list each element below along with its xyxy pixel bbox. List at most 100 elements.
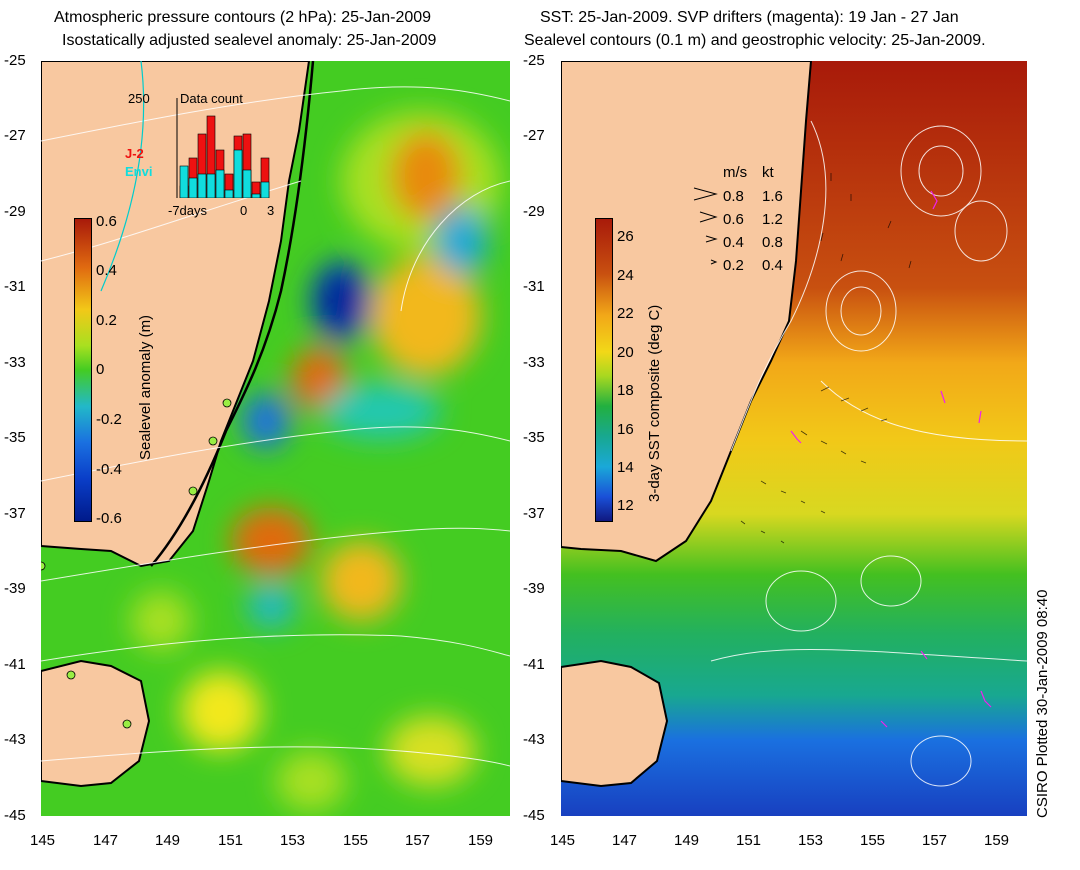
left-lon-label-0: 145	[30, 832, 56, 849]
sst-colorbar-title: 3-day SST composite (deg C)	[646, 304, 663, 502]
inset-bar-j2	[197, 133, 207, 198]
sla-tick-2: 0.2	[96, 312, 117, 329]
sealevel-colorbar	[74, 218, 92, 522]
inset-bar-envi	[188, 177, 198, 198]
velocity-key-header-ms: m/s	[723, 164, 748, 181]
left-lat-label-0: -25	[4, 52, 26, 69]
inset-ymax-label: 250	[128, 91, 150, 106]
inset-bar-j2	[206, 115, 216, 198]
left-lon-label-2: 149	[155, 832, 181, 849]
left-lat-label-6: -37	[4, 505, 26, 522]
velocity-key-kt-3: 0.4	[762, 257, 783, 274]
right-lon-label-4: 153	[798, 832, 824, 849]
right-lon-label-0: 145	[550, 832, 576, 849]
sla-tick-1: 0.4	[96, 262, 117, 279]
inset-bar-envi	[224, 189, 234, 198]
inset-bar-envi	[242, 169, 252, 198]
right-lon-label-1: 147	[612, 832, 638, 849]
inset-bar-envi	[179, 165, 189, 198]
right-lat-label-1: -27	[523, 127, 545, 144]
right-lon-label-7: 159	[984, 832, 1010, 849]
inset-legend-j2: J-2	[125, 146, 144, 161]
sst-tick-6: 14	[617, 459, 634, 476]
right-lon-label-5: 155	[860, 832, 886, 849]
sst-map	[561, 61, 1027, 816]
inset-bar-envi	[251, 193, 261, 198]
velocity-key-ms-0: 0.8	[723, 188, 744, 205]
right-title-line1: SST: 25-Jan-2009. SVP drifters (magenta)…	[540, 9, 959, 26]
inset-xlabel-end: 3	[267, 203, 275, 218]
sst-tick-2: 22	[617, 305, 634, 322]
sst-tick-4: 18	[617, 382, 634, 399]
inset-bar-envi	[197, 173, 207, 198]
sla-tick-0: 0.6	[96, 213, 117, 230]
right-lon-label-3: 151	[736, 832, 762, 849]
data-count-inset: 250 Data count J-2 Envi -7days 0 3	[120, 88, 280, 228]
left-lat-label-2: -29	[4, 203, 26, 220]
velocity-key-ms-3: 0.2	[723, 257, 744, 274]
inset-bar-envi	[215, 169, 225, 198]
inset-bar-chart	[176, 98, 270, 198]
inset-title: Data count	[180, 91, 243, 106]
plot-credit: CSIRO Plotted 30-Jan-2009 08:40	[1034, 589, 1051, 818]
inset-bar-j2	[251, 181, 261, 198]
left-lat-label-7: -39	[4, 580, 26, 597]
right-lat-label-7: -39	[523, 580, 545, 597]
inset-bar-envi	[206, 173, 216, 198]
velocity-key-header-kt: kt	[762, 164, 774, 181]
inset-bar-j2	[260, 157, 270, 198]
left-lon-label-4: 153	[280, 832, 306, 849]
left-title-line2: Isostatically adjusted sealevel anomaly:…	[62, 32, 437, 49]
right-lat-label-3: -31	[523, 278, 545, 295]
left-lat-label-3: -31	[4, 278, 26, 295]
inset-bar-j2	[224, 173, 234, 198]
left-lat-label-4: -33	[4, 354, 26, 371]
sla-colorbar-title: Sealevel anomaly (m)	[137, 314, 154, 460]
inset-xlabel-zero: 0	[240, 203, 248, 218]
velocity-key-arrows	[693, 187, 718, 265]
right-lon-label-6: 157	[922, 832, 948, 849]
right-lat-label-10: -45	[523, 807, 545, 824]
velocity-key-ms-2: 0.4	[723, 234, 744, 251]
right-title-line2: Sealevel contours (0.1 m) and geostrophi…	[524, 32, 986, 49]
left-lon-label-3: 151	[218, 832, 244, 849]
velocity-key-ms-1: 0.6	[723, 211, 744, 228]
left-lon-label-6: 157	[405, 832, 431, 849]
left-lat-label-1: -27	[4, 127, 26, 144]
sst-tick-5: 16	[617, 421, 634, 438]
right-lat-label-4: -33	[523, 354, 545, 371]
sst-tick-0: 26	[617, 228, 634, 245]
sla-tick-3: 0	[96, 361, 105, 378]
sla-tick-6: -0.6	[96, 510, 122, 527]
inset-xlabel-start: -7days	[168, 203, 208, 218]
velocity-key-kt-2: 0.8	[762, 234, 783, 251]
sst-tick-1: 24	[617, 267, 634, 284]
sst-tick-3: 20	[617, 344, 634, 361]
left-lon-label-1: 147	[93, 832, 119, 849]
sla-tick-4: -0.2	[96, 411, 122, 428]
right-lat-label-5: -35	[523, 429, 545, 446]
right-lat-label-8: -41	[523, 656, 545, 673]
left-lat-label-8: -41	[4, 656, 26, 673]
left-title-line1: Atmospheric pressure contours (2 hPa): 2…	[54, 9, 432, 26]
inset-legend-envi: Envi	[125, 164, 153, 179]
left-lon-label-7: 159	[468, 832, 494, 849]
left-lon-label-5: 155	[343, 832, 369, 849]
sla-tick-5: -0.4	[96, 461, 122, 478]
right-lat-label-6: -37	[523, 505, 545, 522]
sst-colorbar	[595, 218, 613, 522]
right-lat-label-9: -43	[523, 731, 545, 748]
right-lat-label-0: -25	[523, 52, 545, 69]
inset-bar-j2	[242, 133, 252, 198]
velocity-key-kt-0: 1.6	[762, 188, 783, 205]
velocity-key: m/s kt 0.8 1.6 0.6 1.2 0.4 0.8 0.2 0.4	[690, 164, 800, 278]
velocity-key-kt-1: 1.2	[762, 211, 783, 228]
right-lat-label-2: -29	[523, 203, 545, 220]
inset-bar-envi	[233, 149, 243, 198]
left-lat-label-9: -43	[4, 731, 26, 748]
right-lon-label-2: 149	[674, 832, 700, 849]
left-lat-label-5: -35	[4, 429, 26, 446]
sst-tick-7: 12	[617, 497, 634, 514]
left-lat-label-10: -45	[4, 807, 26, 824]
inset-bar-envi	[260, 181, 270, 198]
